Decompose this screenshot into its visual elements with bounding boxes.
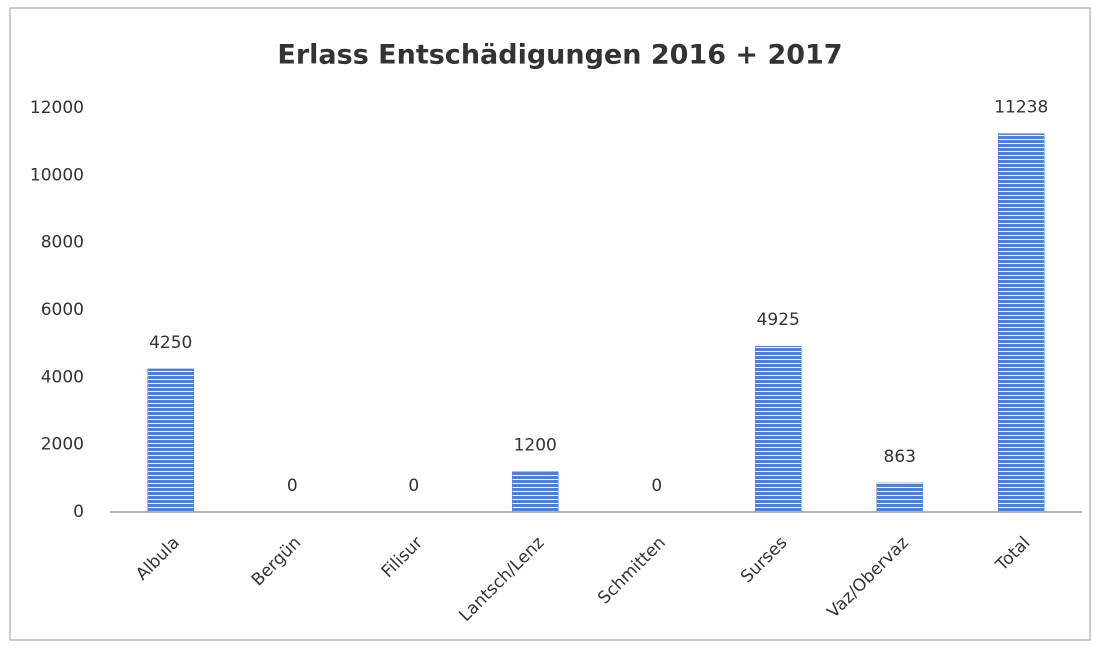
- y-tick-label: 12000: [30, 98, 84, 118]
- data-label: 0: [287, 476, 298, 496]
- data-label: 4925: [757, 310, 800, 330]
- data-label: 0: [651, 476, 662, 496]
- chart-title: Erlass Entschädigungen 2016 + 2017: [277, 40, 842, 71]
- y-tick-label: 0: [73, 502, 84, 522]
- y-tick-label: 8000: [41, 233, 84, 253]
- bar: [512, 471, 559, 513]
- data-label: 0: [408, 476, 419, 496]
- data-label: 11238: [994, 98, 1048, 118]
- bar: [998, 133, 1045, 513]
- bar: [876, 482, 923, 513]
- y-tick-label: 4000: [41, 367, 84, 387]
- bar: [755, 345, 802, 513]
- data-label: 4250: [149, 333, 192, 353]
- y-tick-label: 2000: [41, 435, 84, 455]
- chart-frame: [9, 7, 1091, 641]
- bar: [147, 368, 194, 513]
- y-tick-label: 6000: [41, 300, 84, 320]
- y-tick-label: 10000: [30, 165, 84, 185]
- data-label: 863: [884, 447, 916, 467]
- data-label: 1200: [514, 436, 557, 456]
